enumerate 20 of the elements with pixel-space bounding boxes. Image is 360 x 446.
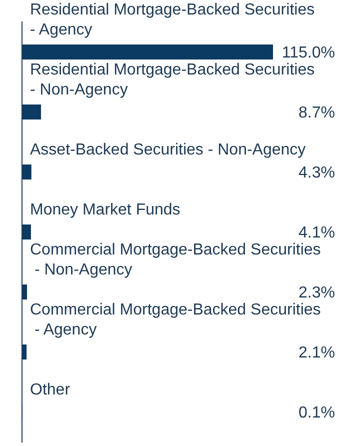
data-label: 4.1% [298, 224, 335, 242]
data-label: 2.1% [298, 344, 335, 362]
y-tick-label: Other [30, 382, 71, 398]
data-label: 0.1% [298, 404, 335, 422]
y-tick-label: Money Market Funds [30, 202, 180, 218]
bar [22, 44, 273, 60]
bar [22, 344, 27, 360]
y-tick-label: Asset-Backed Securities - Non-Agency [30, 142, 306, 158]
data-label: 2.3% [298, 284, 335, 302]
data-label: 8.7% [298, 104, 335, 122]
y-tick-label: Commercial Mortgage-Backed Securities - Non-Agency [30, 242, 321, 278]
bar [22, 284, 28, 300]
bar [22, 164, 32, 180]
y-tick-label: Residential Mortgage-Backed Securities - Agency [30, 2, 320, 38]
y-tick-label: Commercial Mortgage-Backed Securities - Agency [30, 302, 321, 338]
bar [22, 224, 31, 240]
bar [22, 104, 41, 120]
data-label: 4.3% [298, 164, 335, 182]
data-label: 115.0% [282, 44, 335, 62]
y-tick-label: Residential Mortgage-Backed Securities - Non-Agency [30, 62, 320, 98]
